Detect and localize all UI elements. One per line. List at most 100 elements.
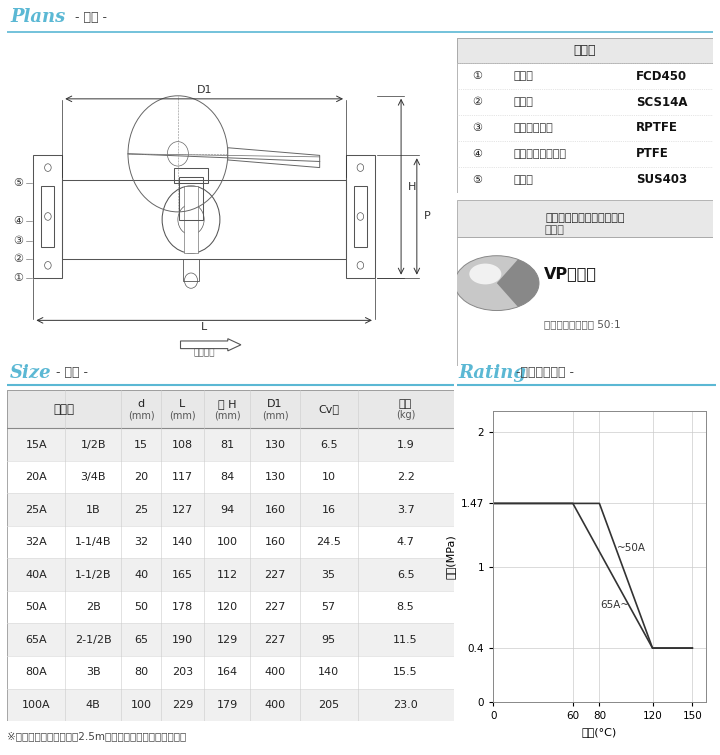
Text: 流れ方向: 流れ方向 — [194, 349, 215, 357]
Bar — [457, 236, 713, 366]
Text: 120: 120 — [217, 602, 238, 612]
Text: 標準：: 標準： — [544, 225, 564, 235]
Text: 1-1/2B: 1-1/2B — [75, 570, 112, 580]
Text: 227: 227 — [264, 602, 286, 612]
Text: PTFE: PTFE — [636, 147, 669, 160]
Text: 2.2: 2.2 — [397, 472, 415, 482]
Text: 160: 160 — [264, 537, 286, 547]
Text: (mm): (mm) — [128, 410, 154, 421]
Text: 160: 160 — [264, 504, 286, 515]
Bar — [7, 390, 454, 428]
Text: -レーティング -: -レーティング - — [512, 366, 574, 379]
Text: 15: 15 — [134, 439, 148, 450]
Text: 1B: 1B — [86, 504, 101, 515]
Text: ②: ② — [472, 97, 482, 107]
Text: 100: 100 — [217, 537, 238, 547]
Text: 23.0: 23.0 — [393, 700, 418, 710]
Text: ボール: ボール — [513, 97, 534, 107]
Text: 25: 25 — [134, 504, 148, 515]
Bar — [63, 180, 346, 259]
Wedge shape — [497, 260, 539, 307]
Bar — [184, 186, 197, 253]
Text: 205: 205 — [318, 700, 339, 710]
Text: D1: D1 — [197, 85, 212, 94]
Bar — [7, 624, 454, 656]
Text: ~50A: ~50A — [616, 543, 646, 553]
Text: ④: ④ — [13, 216, 23, 226]
Bar — [33, 156, 63, 278]
Text: 2-1/2B: 2-1/2B — [75, 635, 112, 645]
Text: レンジアビリティ 50:1: レンジアビリティ 50:1 — [544, 319, 621, 330]
Text: ボールシート: ボールシート — [513, 123, 553, 133]
Text: 50A: 50A — [25, 602, 47, 612]
Text: ⑤: ⑤ — [13, 178, 23, 188]
Text: 材質表: 材質表 — [574, 44, 596, 57]
Bar — [7, 656, 454, 689]
Text: 3B: 3B — [86, 667, 101, 677]
Text: 4.7: 4.7 — [397, 537, 415, 547]
Y-axis label: 圧力(MPa): 圧力(MPa) — [446, 535, 455, 579]
Bar — [7, 526, 454, 559]
Text: 40A: 40A — [25, 570, 47, 580]
Text: 約 H: 約 H — [218, 399, 236, 409]
Text: H: H — [408, 182, 416, 192]
Bar — [354, 186, 367, 247]
Bar — [7, 559, 454, 591]
Text: (mm): (mm) — [169, 410, 196, 421]
Text: ④: ④ — [472, 149, 482, 159]
Text: 8.5: 8.5 — [397, 602, 415, 612]
Text: Size: Size — [9, 364, 51, 382]
Text: SUS403: SUS403 — [636, 173, 688, 186]
Bar — [457, 200, 713, 236]
Text: ⑤: ⑤ — [472, 174, 482, 185]
Text: 25A: 25A — [25, 504, 47, 515]
Text: 40: 40 — [134, 570, 148, 580]
Text: ③: ③ — [13, 236, 23, 246]
Text: Rating: Rating — [459, 364, 526, 382]
Text: 81: 81 — [220, 439, 234, 450]
Circle shape — [454, 256, 539, 310]
Polygon shape — [228, 148, 320, 168]
Bar — [183, 259, 199, 281]
Text: 1/2B: 1/2B — [81, 439, 106, 450]
Text: 11.5: 11.5 — [393, 635, 418, 645]
Text: 130: 130 — [264, 472, 286, 482]
Text: 3/4B: 3/4B — [81, 472, 106, 482]
FancyArrow shape — [181, 339, 241, 351]
Text: ボディ: ボディ — [513, 71, 534, 82]
Bar — [179, 177, 203, 220]
Text: (mm): (mm) — [214, 410, 240, 421]
Bar — [7, 461, 454, 494]
Text: 178: 178 — [172, 602, 193, 612]
Text: 80: 80 — [134, 667, 148, 677]
Text: 400: 400 — [264, 667, 286, 677]
Text: グランドパッキン: グランドパッキン — [513, 149, 567, 159]
Text: 129: 129 — [217, 635, 238, 645]
Bar — [7, 494, 454, 526]
Text: ②: ② — [13, 254, 23, 264]
Bar — [457, 38, 713, 63]
Text: 50: 50 — [134, 602, 148, 612]
Text: RPTFE: RPTFE — [636, 122, 678, 134]
Text: L: L — [201, 322, 207, 331]
Text: 117: 117 — [172, 472, 193, 482]
Text: 130: 130 — [264, 439, 286, 450]
Text: 32: 32 — [134, 537, 148, 547]
Text: 15.5: 15.5 — [393, 667, 418, 677]
Text: 203: 203 — [172, 667, 193, 677]
Text: 229: 229 — [172, 700, 193, 710]
Text: P: P — [423, 211, 430, 221]
Text: 16: 16 — [322, 504, 336, 515]
Text: - 寫法 -: - 寫法 - — [52, 366, 88, 379]
Bar — [7, 428, 454, 461]
Text: 15A: 15A — [25, 439, 47, 450]
Text: 6.5: 6.5 — [320, 439, 338, 450]
Text: ※液体の場合、管内流速2.5m／秒以下でご使用ください。: ※液体の場合、管内流速2.5m／秒以下でご使用ください。 — [7, 731, 186, 741]
Circle shape — [469, 263, 501, 285]
Text: 94: 94 — [220, 504, 234, 515]
Text: 24.5: 24.5 — [316, 537, 341, 547]
Text: 20A: 20A — [25, 472, 47, 482]
Text: (mm): (mm) — [262, 410, 288, 421]
Text: 65A: 65A — [25, 635, 47, 645]
Text: 重量: 重量 — [399, 399, 413, 409]
